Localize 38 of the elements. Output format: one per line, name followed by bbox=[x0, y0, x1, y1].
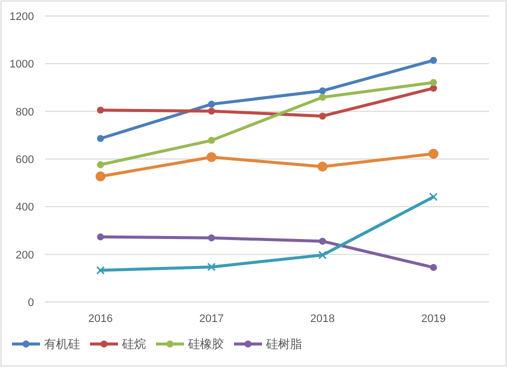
y-tick-label: 0 bbox=[28, 297, 34, 309]
y-tick-label: 800 bbox=[16, 106, 34, 118]
point bbox=[96, 266, 105, 275]
legend-label: 硅树脂 bbox=[265, 337, 302, 351]
x-tick-label: 2017 bbox=[199, 313, 224, 325]
point bbox=[97, 161, 104, 168]
point bbox=[207, 262, 216, 272]
point bbox=[319, 112, 326, 120]
point bbox=[319, 94, 326, 101]
y-tick-label: 1000 bbox=[10, 58, 34, 71]
point bbox=[318, 250, 327, 260]
point bbox=[428, 148, 438, 159]
point bbox=[319, 238, 326, 245]
point bbox=[208, 108, 215, 115]
y-tick-label: 200 bbox=[16, 249, 34, 262]
y-tick-label: 400 bbox=[16, 202, 34, 214]
x-tick-label: 2018 bbox=[310, 313, 335, 325]
point bbox=[430, 264, 437, 271]
point bbox=[319, 87, 326, 94]
point bbox=[97, 106, 104, 114]
point bbox=[208, 136, 215, 144]
point bbox=[97, 233, 104, 240]
legend-label: 硅烷 bbox=[121, 337, 146, 351]
y-tick-label: 600 bbox=[16, 154, 34, 166]
point bbox=[430, 78, 437, 86]
x-tick-label: 2016 bbox=[88, 313, 113, 325]
point bbox=[96, 171, 106, 182]
point bbox=[208, 234, 215, 242]
x-tick-label: 2019 bbox=[421, 313, 446, 325]
point bbox=[206, 152, 216, 162]
legend-label: 有机硅 bbox=[44, 337, 80, 351]
legend-label: 硅橡胶 bbox=[187, 337, 224, 351]
point bbox=[429, 192, 438, 202]
point bbox=[97, 135, 104, 142]
point bbox=[430, 56, 437, 64]
point bbox=[208, 100, 215, 108]
point bbox=[318, 162, 328, 172]
y-tick-label: 1200 bbox=[10, 11, 34, 23]
